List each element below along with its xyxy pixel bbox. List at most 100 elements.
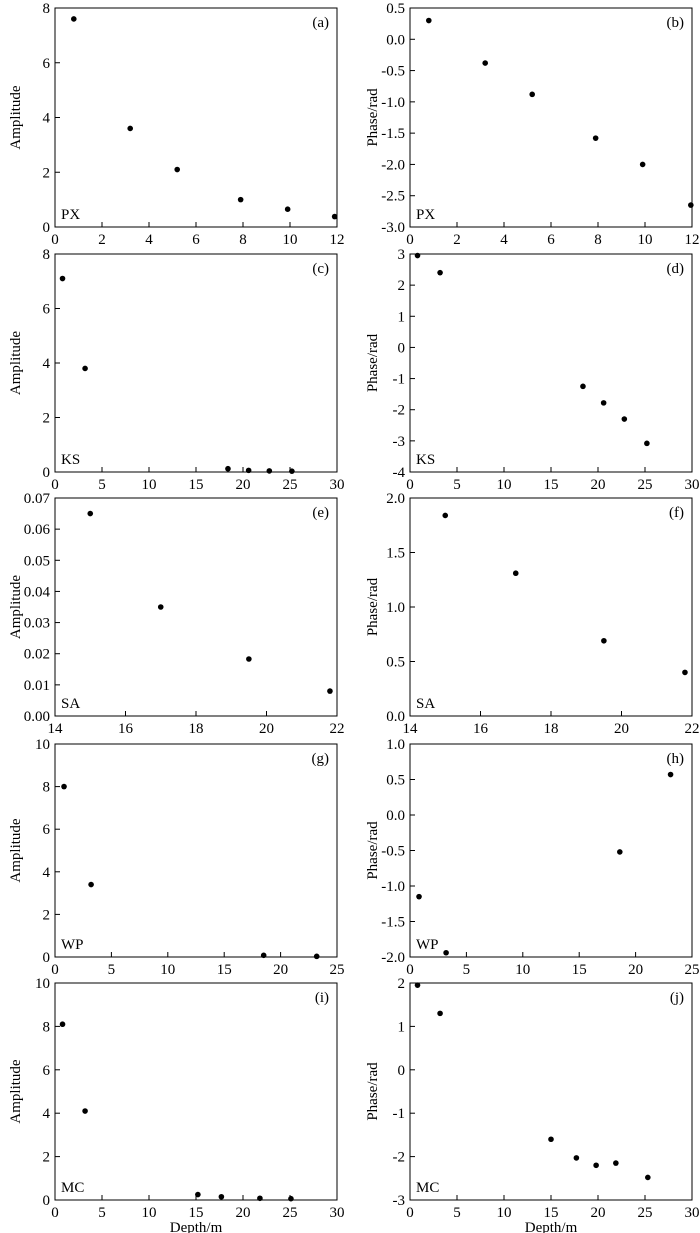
data-point <box>437 1010 443 1017</box>
data-point <box>313 953 320 960</box>
x-tick-label: 15 <box>544 1205 559 1221</box>
y-tick-label: 0.5 <box>386 773 405 789</box>
y-tick-label: 0 <box>43 950 51 966</box>
data-point <box>482 60 489 66</box>
y-tick-label: -0.5 <box>381 64 405 80</box>
y-tick-label: -3 <box>393 434 406 450</box>
x-axis-title: Depth/m <box>525 1220 578 1233</box>
y-tick-label: -1.5 <box>381 915 405 931</box>
x-tick-label: 5 <box>108 962 116 978</box>
panel-label: (g) <box>312 751 330 767</box>
y-tick-label: -1 <box>393 1106 406 1122</box>
data-point <box>414 252 421 259</box>
data-point <box>59 1021 66 1028</box>
x-tick-label: 22 <box>330 721 345 737</box>
data-point <box>414 982 421 988</box>
y-tick-label: 8 <box>43 1 51 17</box>
y-tick-label: -4 <box>393 465 406 481</box>
y-tick-label: -1 <box>393 372 406 388</box>
y-tick-label: 6 <box>43 1063 51 1079</box>
x-tick-label: 0 <box>51 477 59 493</box>
chart-panel-c: 0 5 10 15 20 25 30 0 2 4 6 8 (c) KS Amplitude <box>8 247 345 493</box>
y-tick-label: -1.5 <box>381 126 405 142</box>
x-tick-label: 10 <box>142 477 157 493</box>
plot-frame <box>409 253 693 473</box>
data-point <box>644 440 650 447</box>
y-tick-label: -2.5 <box>381 189 405 205</box>
x-tick-label: 10 <box>515 962 530 978</box>
x-tick-label: 30 <box>330 1205 345 1221</box>
panel-label: (h) <box>667 751 685 767</box>
x-tick-label: 0 <box>406 477 414 493</box>
data-point <box>688 202 694 208</box>
y-tick-label: 2 <box>398 278 406 294</box>
data-point <box>327 688 333 694</box>
x-tick-label: 0 <box>51 1205 59 1221</box>
y-tick-label: 0.04 <box>24 584 51 600</box>
y-tick-label: 6 <box>43 56 51 72</box>
data-point <box>88 881 94 888</box>
y-tick-label: -3.0 <box>381 220 405 236</box>
data-point <box>442 512 449 519</box>
y-tick-label: -1.0 <box>381 879 405 895</box>
x-tick-label: 5 <box>98 477 106 493</box>
panel-label: (b) <box>667 15 685 31</box>
y-axis-title: Amplitude <box>8 331 24 396</box>
y-tick-label: 8 <box>43 247 51 263</box>
x-tick-label: 5 <box>98 1205 106 1221</box>
x-tick-label: 0 <box>51 232 59 248</box>
site-label: WP <box>416 937 439 953</box>
data-point <box>225 465 231 472</box>
x-tick-label: 16 <box>473 721 489 737</box>
x-tick-label: 20 <box>591 477 606 493</box>
y-tick-label: 6 <box>43 822 51 838</box>
y-tick-label: 1 <box>398 309 406 325</box>
y-tick-label: 2.0 <box>386 491 405 507</box>
data-point <box>580 383 586 390</box>
y-tick-label: -2 <box>393 403 406 419</box>
data-point <box>82 1108 88 1114</box>
x-tick-label: 30 <box>330 477 345 493</box>
chart-panel-f: 14 16 18 20 22 0.0 0.5 1.0 1.5 2.0 (f) SA Phase/rad <box>365 491 700 737</box>
plot-frame <box>54 497 338 717</box>
x-tick-label: 0 <box>406 1205 414 1221</box>
x-tick-label: 18 <box>544 721 559 737</box>
data-point <box>174 166 180 173</box>
y-tick-label: 0 <box>398 1063 406 1079</box>
y-tick-label: 0 <box>43 220 51 236</box>
x-tick-label: 25 <box>685 962 700 978</box>
y-tick-label: 6 <box>43 302 51 318</box>
y-tick-label: 0.05 <box>24 553 50 569</box>
x-tick-label: 12 <box>685 232 700 248</box>
y-tick-label: 3 <box>398 247 406 263</box>
y-tick-label: 4 <box>43 1106 51 1122</box>
data-point <box>682 669 688 676</box>
y-axis-title: Amplitude <box>8 818 24 883</box>
data-point <box>61 783 67 790</box>
data-point <box>289 468 295 474</box>
x-tick-label: 30 <box>685 1205 700 1221</box>
y-tick-label: 2 <box>43 411 51 427</box>
y-tick-label: 1.0 <box>386 737 405 753</box>
data-point <box>639 161 646 168</box>
y-tick-label: -0.5 <box>381 844 405 860</box>
x-tick-label: 14 <box>48 721 64 737</box>
data-point <box>426 17 432 24</box>
data-point <box>331 213 338 220</box>
data-point <box>529 91 535 98</box>
data-point <box>87 510 94 517</box>
y-tick-label: 0.0 <box>386 32 405 48</box>
x-tick-label: 10 <box>142 1205 157 1221</box>
data-point <box>621 416 628 422</box>
site-label: KS <box>416 452 435 468</box>
plot-frame <box>54 982 338 1201</box>
x-tick-label: 15 <box>544 477 559 493</box>
x-tick-label: 10 <box>497 477 512 493</box>
data-point <box>416 893 422 900</box>
data-point <box>443 949 449 956</box>
x-tick-label: 2 <box>98 232 106 248</box>
site-label: MC <box>61 1180 84 1196</box>
y-axis-title: Amplitude <box>8 1059 24 1124</box>
plot-frame <box>409 497 693 717</box>
y-tick-label: 1.0 <box>386 600 405 616</box>
